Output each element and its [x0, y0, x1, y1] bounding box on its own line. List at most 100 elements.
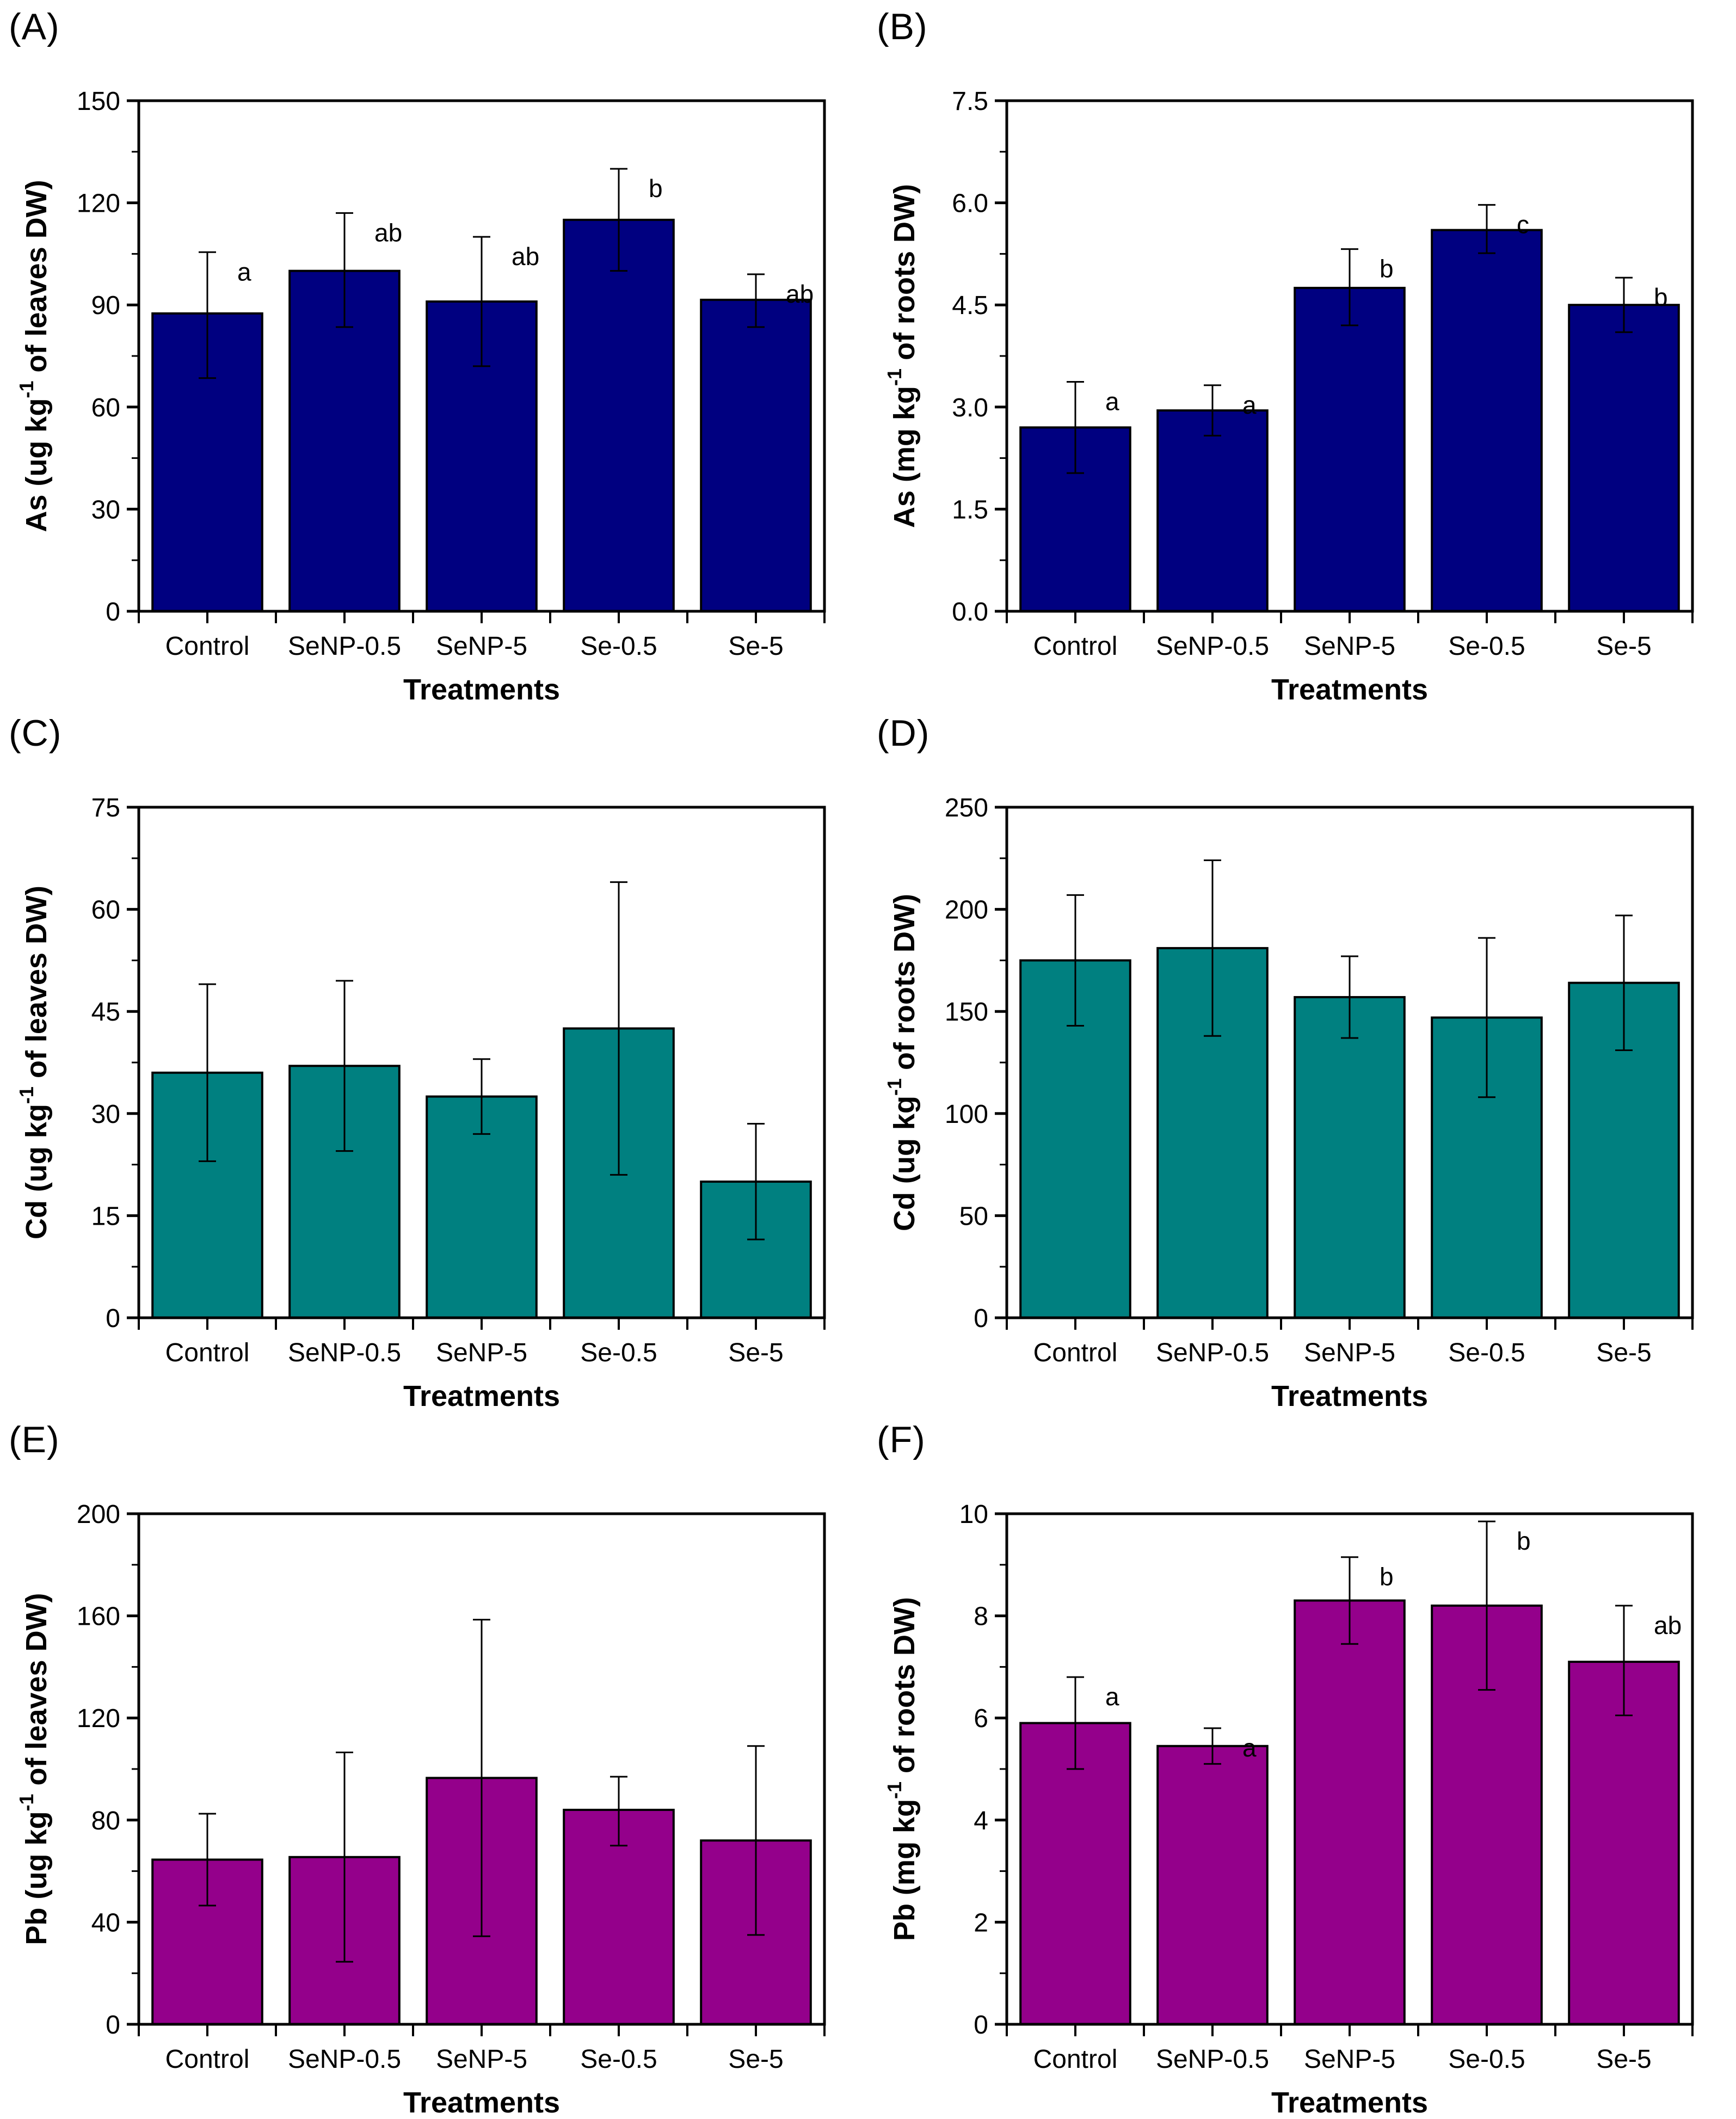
y-tick-label: 150	[77, 87, 120, 116]
y-tick-label: 0	[974, 1304, 988, 1333]
y-tick-label: 0	[106, 598, 120, 627]
x-category-label: Se-0.5	[580, 632, 657, 661]
y-tick-label: 200	[945, 896, 988, 925]
x-axis-title: Treatments	[1271, 673, 1428, 706]
bar	[1156, 1745, 1269, 2025]
significance-letter: ab	[512, 242, 539, 271]
y-tick-label: 1.5	[952, 495, 988, 524]
x-category-label: SeNP-5	[436, 632, 527, 661]
x-category-label: SeNP-0.5	[288, 2045, 401, 2074]
significance-letter: ab	[374, 218, 402, 247]
y-tick-label: 50	[959, 1202, 988, 1231]
x-category-label: Se-5	[1596, 2045, 1651, 2074]
x-category-label: Se-5	[1596, 632, 1651, 661]
x-category-label: Control	[1033, 632, 1118, 661]
y-tick-label: 75	[91, 794, 120, 822]
x-category-label: SeNP-5	[436, 1338, 527, 1367]
x-category-label: Se-5	[728, 1338, 783, 1367]
x-category-label: Se-0.5	[1448, 1338, 1525, 1367]
y-axis-title: Cd (ug kg-1 of roots DW)	[883, 894, 921, 1231]
significance-letter: b	[1517, 1527, 1531, 1555]
y-tick-label: 30	[91, 495, 120, 524]
bar-chart-cd-roots: 0 50 100 150 200 250 Control SeNP-0.5 SeNP-5 Se-0…	[883, 794, 1694, 1412]
y-tick-label: 7.5	[952, 87, 988, 116]
x-category-label: Control	[1033, 1338, 1118, 1367]
bar-chart-as-leaves: a ab ab b ab 0 30 60 90 120 150 Control SeNP-0.5 SeNP…	[15, 87, 826, 706]
x-category-label: Control	[165, 1338, 250, 1367]
y-axis-title: As (mg kg-1 of roots DW)	[883, 184, 921, 528]
panel-label-d: (D)	[877, 713, 930, 754]
x-category-label: SeNP-5	[1304, 1338, 1395, 1367]
x-category-label: Control	[1033, 2045, 1118, 2074]
bar-chart-pb-leaves: 0 40 80 120 160 200 Control SeNP-0.5 SeNP-5 Se-0.…	[15, 1500, 826, 2119]
significance-letter: b	[1654, 283, 1668, 311]
x-category-label: Se-0.5	[1448, 2045, 1525, 2074]
bar	[1294, 1599, 1406, 2025]
x-axis-title: Treatments	[403, 2086, 560, 2119]
x-category-label: Se-5	[728, 632, 783, 661]
x-category-label: Se-0.5	[1448, 632, 1525, 661]
panel-a: a ab ab b ab 0 30 60 90 120 150 Control SeNP-0.5 SeNP…	[0, 0, 868, 706]
y-tick-label: 6.0	[952, 189, 988, 218]
y-tick-label: 10	[959, 1500, 988, 1529]
x-category-label: SeNP-0.5	[1156, 2045, 1269, 2074]
y-tick-label: 40	[91, 1908, 120, 1937]
bar-chart-cd-leaves: 0 15 30 45 60 75 Control SeNP-0.5 SeNP-5 Se-0.5 Se…	[15, 794, 826, 1412]
x-axis-title: Treatments	[1271, 2086, 1428, 2119]
panel-label-f: (F)	[877, 1419, 926, 1460]
x-category-label: Se-5	[728, 2045, 783, 2074]
y-tick-label: 0	[106, 2011, 120, 2040]
y-tick-label: 6	[974, 1704, 988, 1733]
significance-letter: a	[1105, 388, 1119, 416]
bar	[1431, 229, 1543, 613]
y-tick-label: 200	[77, 1500, 120, 1529]
panel-d: 0 50 100 150 200 250 Control SeNP-0.5 SeNP-5 Se-0…	[868, 707, 1736, 1412]
significance-letter: ab	[786, 280, 814, 308]
significance-letter: b	[1380, 255, 1394, 283]
bar	[1156, 409, 1269, 612]
y-tick-label: 8	[974, 1602, 988, 1631]
x-category-label: Control	[165, 632, 250, 661]
panel-f: a a b b ab 0 2 4 6 8 10 Control SeNP-0.5 SeNP-5 Se-0.5…	[868, 1413, 1736, 2119]
y-tick-label: 0.0	[952, 598, 988, 627]
bar	[700, 298, 812, 612]
panel-c: 0 15 30 45 60 75 Control SeNP-0.5 SeNP-5 Se-0.5 Se…	[0, 707, 868, 1412]
bar	[1294, 286, 1406, 612]
significance-letter: a	[1105, 1682, 1119, 1711]
y-axis-title: As (ug kg-1 of leaves DW)	[15, 180, 53, 532]
y-tick-label: 90	[91, 291, 120, 320]
bar	[1294, 996, 1406, 1319]
panel-label-c: (C)	[9, 713, 62, 754]
x-category-label: SeNP-0.5	[288, 632, 401, 661]
significance-letter: a	[237, 257, 251, 286]
significance-letter: b	[1380, 1563, 1394, 1591]
significance-letter: ab	[1654, 1611, 1682, 1639]
y-tick-label: 0	[106, 1304, 120, 1333]
significance-letter: b	[649, 174, 663, 202]
panel-e: 0 40 80 120 160 200 Control SeNP-0.5 SeNP-5 Se-0.…	[0, 1413, 868, 2119]
x-category-label: Se-5	[1596, 1338, 1651, 1367]
y-tick-label: 0	[974, 2011, 988, 2040]
x-category-label: SeNP-5	[1304, 2045, 1395, 2074]
x-category-label: SeNP-5	[1304, 632, 1395, 661]
y-tick-label: 250	[945, 794, 988, 822]
significance-letter: a	[1242, 391, 1257, 419]
x-axis-title: Treatments	[1271, 1380, 1428, 1412]
x-axis-title: Treatments	[403, 1380, 560, 1412]
y-tick-label: 15	[91, 1202, 120, 1231]
y-axis-title: Pb (ug kg-1 of leaves DW)	[15, 1593, 53, 1945]
y-tick-label: 120	[77, 189, 120, 218]
y-tick-label: 80	[91, 1807, 120, 1835]
x-category-label: Se-0.5	[580, 2045, 657, 2074]
bar	[563, 218, 675, 613]
x-category-label: SeNP-0.5	[1156, 632, 1269, 661]
bar	[1568, 304, 1680, 612]
x-category-label: SeNP-0.5	[288, 1338, 401, 1367]
x-category-label: SeNP-0.5	[1156, 1338, 1269, 1367]
y-tick-label: 3.0	[952, 394, 988, 422]
panel-b: a a b c b 0.0 1.5 3.0 4.5 6.0 7.5 Control SeNP-0.5 Se…	[868, 0, 1736, 706]
x-category-label: Se-0.5	[580, 1338, 657, 1367]
panel-label-a: (A)	[9, 6, 60, 47]
